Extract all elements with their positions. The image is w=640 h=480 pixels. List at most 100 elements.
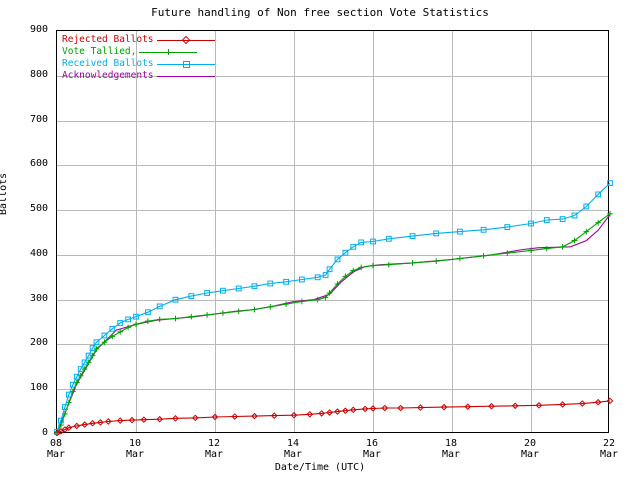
data-point-marker <box>105 418 112 425</box>
data-point-marker <box>125 324 131 331</box>
data-point-marker <box>433 230 440 237</box>
data-point-marker <box>231 413 239 420</box>
y-tick-label: 600 <box>29 158 48 170</box>
data-point-marker <box>251 306 258 313</box>
data-point-marker <box>156 303 163 310</box>
data-point-marker <box>397 404 404 412</box>
data-point-marker <box>62 404 68 411</box>
gridline-horizontal <box>57 165 608 167</box>
y-tick-label: 700 <box>29 113 48 125</box>
data-point-marker <box>58 417 64 424</box>
data-point-marker <box>457 255 463 262</box>
data-point-marker <box>386 261 392 268</box>
data-point-marker <box>480 226 487 233</box>
data-point-marker <box>156 316 163 323</box>
data-point-marker <box>594 398 602 406</box>
legend-label: Vote Tallied, <box>62 46 137 57</box>
data-point-marker <box>543 217 550 223</box>
data-point-marker <box>191 414 199 422</box>
series-line <box>56 182 611 432</box>
data-point-marker <box>73 373 80 380</box>
series-line <box>56 213 611 433</box>
data-point-marker <box>188 313 195 320</box>
x-tick-label: 10 Mar <box>125 438 145 460</box>
data-point-marker <box>350 243 357 250</box>
x-tick-label: 20 Mar <box>520 438 540 460</box>
data-point-marker <box>73 422 81 430</box>
data-point-marker <box>128 416 136 424</box>
data-point-marker <box>251 412 258 420</box>
data-point-marker <box>145 318 151 324</box>
gridline-vertical <box>294 31 295 432</box>
legend-label: Received Ballots <box>62 58 154 69</box>
data-point-marker <box>606 397 614 405</box>
data-point-marker <box>318 410 325 417</box>
x-tick-label: 22 Mar <box>599 438 619 460</box>
legend: Rejected Ballots Vote Tallied, Received Ba… <box>62 34 215 82</box>
data-point-marker <box>116 417 124 424</box>
data-point-marker <box>409 233 416 239</box>
data-point-marker <box>381 404 389 412</box>
data-point-marker <box>350 267 357 274</box>
data-point-marker <box>595 191 602 198</box>
data-point-marker <box>349 406 357 414</box>
y-tick-label: 0 <box>41 427 48 438</box>
data-point-marker <box>133 313 139 320</box>
data-point-marker <box>188 293 195 300</box>
y-tick-label: 400 <box>29 247 48 259</box>
data-point-marker <box>290 411 298 419</box>
data-point-marker <box>89 345 96 351</box>
x-tick-label: 18 Mar <box>441 438 461 460</box>
x-tick-label: 12 Mar <box>204 438 224 460</box>
x-axis-label: Date/Time (UTC) <box>274 462 366 473</box>
data-point-marker <box>270 412 278 419</box>
gridline-vertical <box>215 31 216 432</box>
y-tick-label: 200 <box>29 337 48 349</box>
legend-item: Acknowledgements <box>62 70 215 82</box>
gridline-horizontal <box>57 299 608 301</box>
gridline-horizontal <box>57 344 608 346</box>
data-point-marker <box>358 239 365 246</box>
legend-label: Acknowledgements <box>62 70 154 81</box>
data-point-marker <box>267 304 274 310</box>
data-point-marker <box>220 310 226 316</box>
data-point-marker <box>204 312 210 318</box>
data-point-marker <box>440 403 448 411</box>
data-point-marker <box>117 320 124 326</box>
gridline-vertical <box>531 31 532 432</box>
data-point-marker <box>504 250 511 256</box>
series-lines <box>53 180 614 437</box>
data-point-marker <box>211 413 219 421</box>
data-point-marker <box>504 224 511 230</box>
data-point-marker <box>571 212 578 219</box>
data-point-marker <box>299 276 305 283</box>
data-point-marker <box>544 245 550 252</box>
data-point-marker <box>77 366 84 373</box>
data-point-marker <box>326 266 333 273</box>
gridline-vertical <box>373 31 374 432</box>
data-point-marker <box>559 216 566 222</box>
data-point-marker <box>385 235 392 242</box>
data-point-marker <box>571 237 578 244</box>
data-point-marker <box>511 402 519 410</box>
data-point-marker <box>299 298 305 305</box>
gridline-vertical <box>136 31 137 432</box>
data-point-marker <box>101 339 108 346</box>
data-point-marker <box>109 325 116 332</box>
data-point-marker <box>342 249 349 256</box>
data-point-marker <box>283 301 289 307</box>
data-point-marker <box>97 419 104 426</box>
data-point-marker <box>322 272 329 278</box>
legend-item: Rejected Ballots <box>62 34 215 46</box>
data-point-marker <box>314 296 321 303</box>
plot-area <box>53 30 614 437</box>
data-point-marker <box>125 316 131 323</box>
gridline-horizontal <box>57 389 608 391</box>
data-point-marker <box>314 274 321 281</box>
gridline-vertical <box>452 31 453 432</box>
y-axis-label: Ballots <box>0 172 9 215</box>
data-point-marker <box>358 264 364 271</box>
data-point-marker <box>235 308 242 315</box>
data-point-marker <box>133 321 139 328</box>
data-point-marker <box>66 399 72 406</box>
